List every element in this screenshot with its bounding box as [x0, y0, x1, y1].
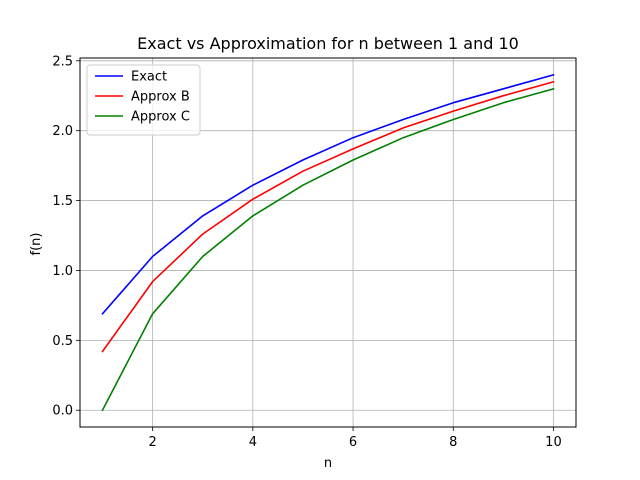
- x-tick-label: 2: [149, 435, 157, 450]
- x-tick-label: 6: [349, 435, 357, 450]
- y-tick-label: 1.5: [52, 194, 73, 209]
- series-line: [101, 80, 555, 353]
- plot-frame: [79, 57, 577, 428]
- x-axis-label: n: [324, 456, 332, 471]
- legend: Exact Approx B Approx C: [86, 64, 201, 136]
- y-tick-label: 0.0: [52, 404, 73, 419]
- y-tick-label: 0.5: [52, 334, 73, 349]
- y-axis-label: f(n): [29, 233, 44, 256]
- grid: [80, 58, 576, 427]
- legend-label: Approx B: [131, 90, 190, 105]
- ticks: 2 4 6 8 10 0.0 0.5 1.0 1.5 2.0 2.5: [52, 54, 561, 450]
- series-line: [101, 73, 555, 315]
- legend-label: Exact: [131, 70, 167, 85]
- chart-title: Exact vs Approximation for n between 1 a…: [137, 34, 519, 53]
- y-tick-label: 2.0: [52, 124, 73, 139]
- x-tick-label: 4: [249, 435, 257, 450]
- series-line: [101, 87, 555, 412]
- series-lines: [101, 73, 555, 412]
- x-tick-label: 10: [545, 435, 562, 450]
- legend-box: [86, 64, 201, 136]
- x-tick-label: 8: [449, 435, 457, 450]
- legend-label: Approx C: [131, 110, 190, 125]
- y-tick-label: 2.5: [52, 54, 73, 69]
- y-tick-label: 1.0: [52, 264, 73, 279]
